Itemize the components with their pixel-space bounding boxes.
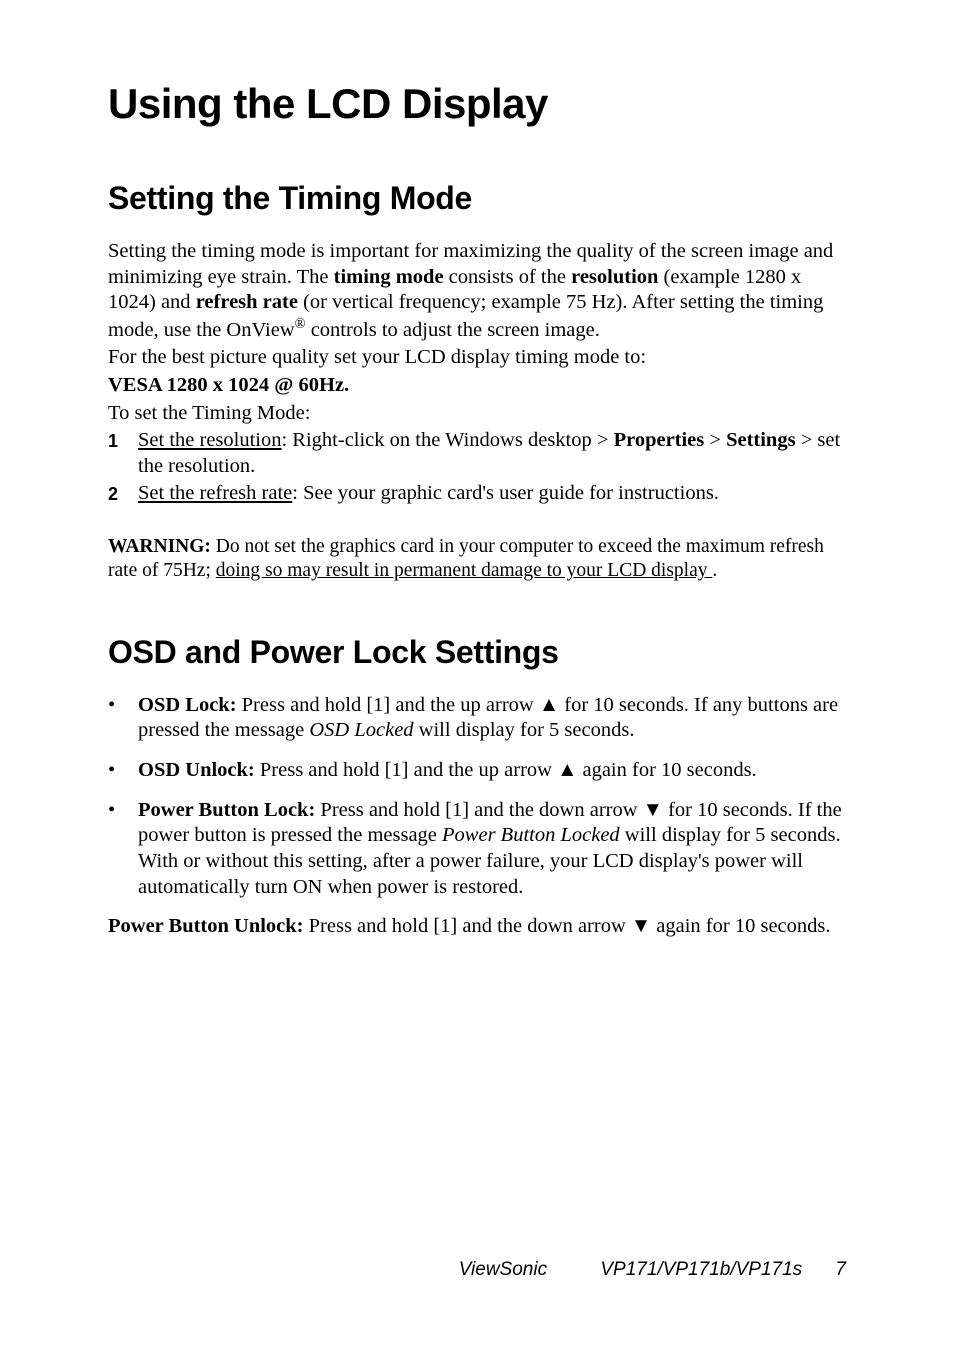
warning-label: WARNING: xyxy=(108,536,211,557)
vesa-mode-line: VESA 1280 x 1024 @ 60Hz. xyxy=(108,373,846,399)
power-lock-item: • Power Button Lock: Press and hold [1] … xyxy=(108,798,846,901)
text-bold-resolution: resolution xyxy=(571,266,658,288)
text-bold-properties: Properties xyxy=(614,429,705,451)
text-bold-settings-menu: Settings xyxy=(726,429,795,451)
osd-bullet-list: • OSD Lock: Press and hold [1] and the u… xyxy=(108,693,846,900)
text-bold-timing-mode: timing mode xyxy=(334,266,444,288)
step-content: Set the resolution: Right-click on the W… xyxy=(138,428,846,479)
text-underline-set-refresh-rate: Set the refresh rate xyxy=(138,482,292,504)
bullet-icon: • xyxy=(108,758,138,784)
text: Press and hold [1] and the down arrow ▼ … xyxy=(304,915,831,937)
text-bold-power-lock: Power Button Lock: xyxy=(138,799,315,821)
bullet-content: OSD Lock: Press and hold [1] and the up … xyxy=(138,693,846,744)
text-underline-warning: doing so may result in permanent damage … xyxy=(216,560,713,581)
footer-page-number: 7 xyxy=(835,1259,846,1280)
text: . xyxy=(712,560,717,581)
bullet-icon: • xyxy=(108,798,138,824)
text: will display for 5 seconds. xyxy=(414,719,635,741)
page-title: Using the LCD Display xyxy=(108,80,846,128)
step-number: 2 xyxy=(108,481,138,506)
warning-paragraph: WARNING: Do not set the graphics card in… xyxy=(108,535,846,584)
text-bold-refresh-rate: refresh rate xyxy=(196,291,298,313)
bullet-content: OSD Unlock: Press and hold [1] and the u… xyxy=(138,758,846,784)
text: : Right-click on the Windows desktop > xyxy=(281,429,613,451)
text: > xyxy=(704,429,726,451)
osd-lock-item: • OSD Lock: Press and hold [1] and the u… xyxy=(108,693,846,744)
footer-brand: ViewSonic xyxy=(459,1259,547,1280)
timing-best-quality-line: For the best picture quality set your LC… xyxy=(108,345,846,371)
page-container: Using the LCD Display Setting the Timing… xyxy=(0,0,954,980)
section-heading-timing: Setting the Timing Mode xyxy=(108,180,846,217)
text: Press and hold [1] and the up arrow ▲ ag… xyxy=(255,759,757,781)
step-content: Set the refresh rate: See your graphic c… xyxy=(138,481,846,507)
power-unlock-paragraph: Power Button Unlock: Press and hold [1] … xyxy=(108,914,846,940)
numbered-steps-list: 1 Set the resolution: Right-click on the… xyxy=(108,428,846,507)
step-1: 1 Set the resolution: Right-click on the… xyxy=(108,428,846,479)
bullet-icon: • xyxy=(108,693,138,719)
text-bold-osd-unlock: OSD Unlock: xyxy=(138,759,255,781)
text: : See your graphic card's user guide for… xyxy=(292,482,719,504)
section-heading-osd: OSD and Power Lock Settings xyxy=(108,634,846,671)
bullet-content: Power Button Lock: Press and hold [1] an… xyxy=(138,798,846,901)
text-bold-osd-lock: OSD Lock: xyxy=(138,694,237,716)
step-2: 2 Set the refresh rate: See your graphic… xyxy=(108,481,846,507)
footer-models: VP171/VP171b/VP171s xyxy=(600,1259,802,1280)
text-italic-power-locked: Power Button Locked xyxy=(442,824,620,846)
to-set-line: To set the Timing Mode: xyxy=(108,401,846,427)
text: controls to adjust the screen image. xyxy=(306,319,600,341)
text-bold-power-unlock: Power Button Unlock: xyxy=(108,915,304,937)
registered-symbol: ® xyxy=(295,316,306,332)
page-footer: ViewSonic VP171/VP171b/VP171s 7 xyxy=(0,1259,954,1281)
text-underline-set-resolution: Set the resolution xyxy=(138,429,281,451)
timing-intro-paragraph: Setting the timing mode is important for… xyxy=(108,239,846,343)
text-italic-osd-locked: OSD Locked xyxy=(309,719,413,741)
step-number: 1 xyxy=(108,428,138,453)
text: consists of the xyxy=(444,266,572,288)
osd-unlock-item: • OSD Unlock: Press and hold [1] and the… xyxy=(108,758,846,784)
